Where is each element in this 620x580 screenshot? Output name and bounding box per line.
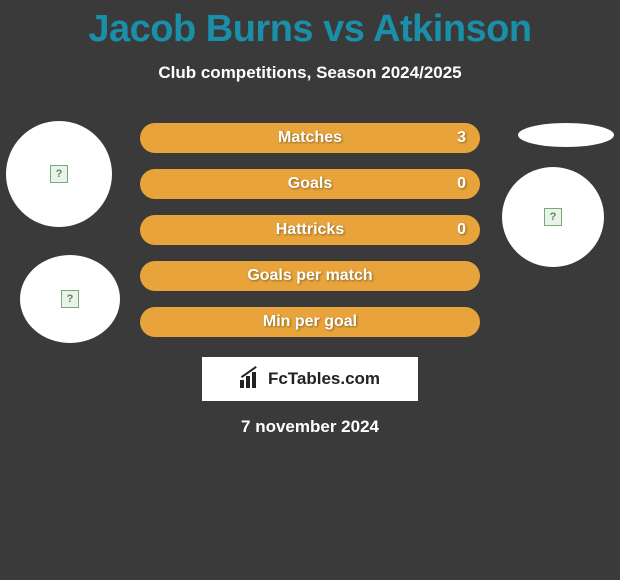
stat-label: Min per goal xyxy=(263,313,357,331)
brand-text: FcTables.com xyxy=(268,369,380,389)
stat-bar-min-per-goal: Min per goal xyxy=(140,307,480,337)
bar-chart-icon xyxy=(240,370,262,388)
comparison-content: ? ? ? Matches 3 Goals 0 Hattricks 0 Goal… xyxy=(0,123,620,437)
stat-label: Hattricks xyxy=(276,221,344,239)
stat-label: Goals xyxy=(288,175,332,193)
brand-badge: FcTables.com xyxy=(202,357,418,401)
broken-image-icon: ? xyxy=(544,208,562,226)
page-title: Jacob Burns vs Atkinson xyxy=(0,0,620,51)
stat-bars: Matches 3 Goals 0 Hattricks 0 Goals per … xyxy=(140,123,480,337)
stat-bar-goals-per-match: Goals per match xyxy=(140,261,480,291)
player-avatar-left-top: ? xyxy=(6,121,112,227)
broken-image-icon: ? xyxy=(61,290,79,308)
player-avatar-right: ? xyxy=(502,167,604,267)
player-avatar-left-bottom: ? xyxy=(20,255,120,343)
ellipse-right-top xyxy=(518,123,614,147)
stat-value: 0 xyxy=(457,221,466,239)
stat-bar-goals: Goals 0 xyxy=(140,169,480,199)
broken-image-icon: ? xyxy=(50,165,68,183)
stat-value: 0 xyxy=(457,175,466,193)
stat-bar-hattricks: Hattricks 0 xyxy=(140,215,480,245)
stat-label: Goals per match xyxy=(247,267,372,285)
stat-bar-matches: Matches 3 xyxy=(140,123,480,153)
stat-value: 3 xyxy=(457,129,466,147)
snapshot-date: 7 november 2024 xyxy=(0,417,620,437)
stat-label: Matches xyxy=(278,129,342,147)
subtitle: Club competitions, Season 2024/2025 xyxy=(0,63,620,83)
